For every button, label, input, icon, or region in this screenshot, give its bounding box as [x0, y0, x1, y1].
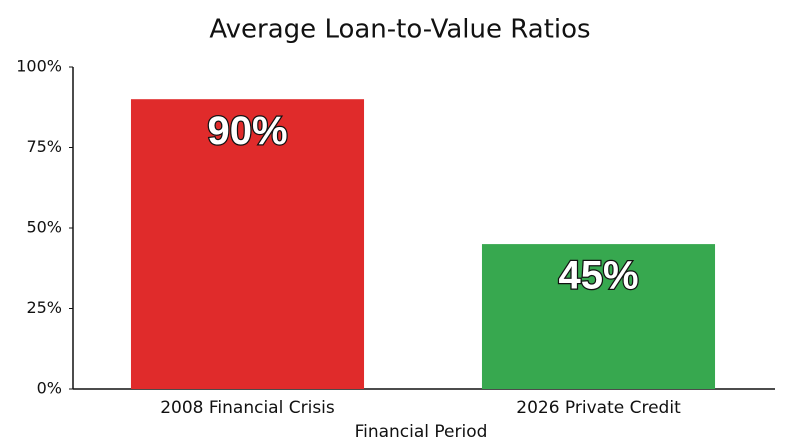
x-tick-label: 2026 Private Credit	[516, 398, 681, 418]
value-label: 45%	[558, 254, 638, 298]
x-tick-label: 2008 Financial Crisis	[160, 398, 335, 418]
y-tick-label: 50%	[26, 218, 62, 237]
y-tick-label: 75%	[26, 137, 62, 156]
bar	[130, 99, 365, 389]
y-tick-label: 100%	[16, 57, 62, 76]
value-label: 90%	[207, 109, 287, 153]
bar	[481, 244, 716, 389]
y-tick-label: 25%	[26, 298, 62, 317]
x-axis-label: Financial Period	[355, 422, 488, 442]
y-tick-label: 0%	[37, 379, 62, 398]
chart-title: Average Loan-to-Value Ratios	[209, 15, 590, 45]
